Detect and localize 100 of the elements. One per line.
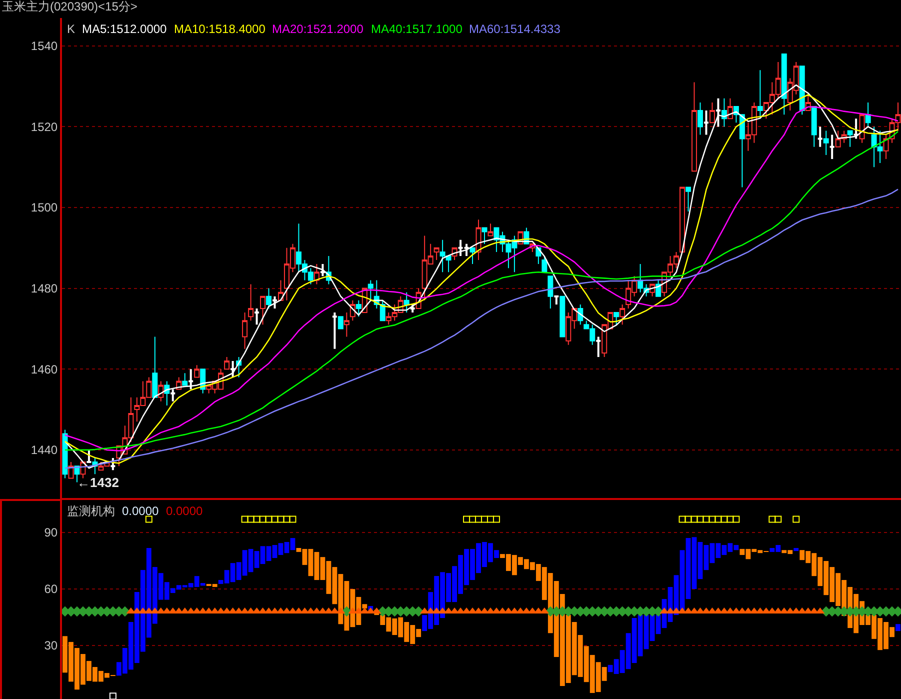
candlestick — [865, 102, 871, 128]
candlestick — [714, 97, 722, 128]
text: MA10:1518.4000 — [174, 22, 266, 36]
point — [492, 516, 500, 523]
candlestick — [254, 308, 260, 326]
candlestick — [331, 312, 338, 350]
y-tick-label: 1500 — [30, 200, 58, 215]
point — [696, 516, 704, 523]
candlestick — [470, 247, 476, 265]
point — [708, 516, 716, 523]
y-tick-label: 30 — [44, 638, 58, 653]
y-tick-label: 60 — [44, 582, 58, 596]
y-tick-label: 1480 — [30, 282, 58, 296]
candlestick — [242, 312, 248, 350]
candlestick — [847, 130, 853, 148]
legend-title: K — [67, 22, 76, 36]
point — [259, 516, 266, 523]
y-tick-label: 1540 — [30, 39, 58, 54]
candlestick — [823, 130, 829, 156]
candlestick — [709, 102, 715, 124]
point — [277, 516, 284, 523]
candlestick — [260, 296, 266, 326]
annotation: 0.0000 — [166, 504, 204, 518]
point — [486, 516, 494, 523]
candlestick — [152, 336, 158, 398]
candlestick — [620, 304, 626, 326]
point — [702, 516, 710, 523]
point — [684, 516, 692, 523]
candlestick — [110, 457, 116, 472]
point — [690, 516, 698, 523]
candlestick — [488, 223, 494, 236]
chart-title: 玉米主力(020390)<15分> — [2, 0, 138, 14]
point — [265, 516, 272, 523]
y-tick-label: 1440 — [30, 443, 58, 458]
candlestick — [434, 247, 440, 261]
point — [289, 516, 296, 523]
candlestick — [692, 82, 697, 172]
point — [720, 516, 728, 523]
candlestick — [852, 118, 860, 140]
candlestick — [248, 284, 254, 322]
point — [253, 516, 260, 523]
y-tick-label: 90 — [44, 526, 58, 540]
candlestick — [811, 106, 817, 148]
bar — [794, 548, 799, 552]
candlestick — [816, 126, 824, 148]
text: MA20:1521.2000 — [272, 22, 364, 36]
text: MA40:1517.1000 — [371, 22, 463, 36]
point — [714, 516, 722, 523]
candlestick — [828, 134, 836, 160]
annotation: ←1432 — [77, 475, 119, 490]
candlestick — [188, 368, 194, 390]
point — [247, 516, 254, 523]
candlestick — [182, 372, 188, 386]
candlestick — [686, 186, 691, 212]
candlestick — [553, 295, 560, 306]
text: MA5:1512.0000 — [82, 22, 168, 36]
candlestick — [266, 288, 272, 310]
point — [732, 516, 740, 523]
candlestick — [614, 312, 620, 326]
point — [109, 692, 116, 699]
y-tick-label: 1460 — [30, 362, 58, 376]
point — [241, 516, 248, 523]
candlestick — [380, 300, 386, 322]
point — [463, 516, 470, 523]
candlestick — [482, 227, 488, 244]
chart-title: 监测机构 — [67, 504, 115, 518]
point — [768, 516, 776, 523]
candlestick — [368, 280, 374, 301]
bar — [896, 624, 900, 632]
candlestick — [702, 110, 710, 136]
candlestick — [595, 336, 602, 358]
candlestick — [86, 448, 92, 464]
candlestick — [697, 102, 703, 136]
point — [271, 516, 278, 523]
candlestick — [344, 312, 350, 338]
candlestick — [194, 364, 200, 378]
point — [792, 516, 800, 523]
candlestick — [409, 303, 416, 314]
candlestick — [319, 263, 326, 278]
candlestick — [200, 368, 206, 394]
annotation: 0.0000 — [122, 504, 160, 518]
candlestick — [548, 276, 554, 310]
candlestick — [680, 186, 686, 252]
point — [145, 516, 152, 523]
candlestick — [739, 114, 745, 188]
text: MA60:1514.4333 — [469, 22, 561, 36]
candlestick — [230, 360, 236, 378]
point — [678, 516, 686, 523]
candlestick — [272, 295, 278, 310]
candlestick — [781, 53, 787, 116]
candlestick — [356, 300, 362, 318]
point — [283, 516, 290, 523]
line-series — [64, 188, 899, 469]
candlestick — [170, 388, 176, 402]
candlestick — [560, 296, 566, 338]
candlestick — [799, 66, 805, 116]
point — [774, 516, 782, 523]
candlestick — [338, 316, 344, 330]
candlestick — [158, 380, 164, 402]
point — [726, 516, 734, 523]
